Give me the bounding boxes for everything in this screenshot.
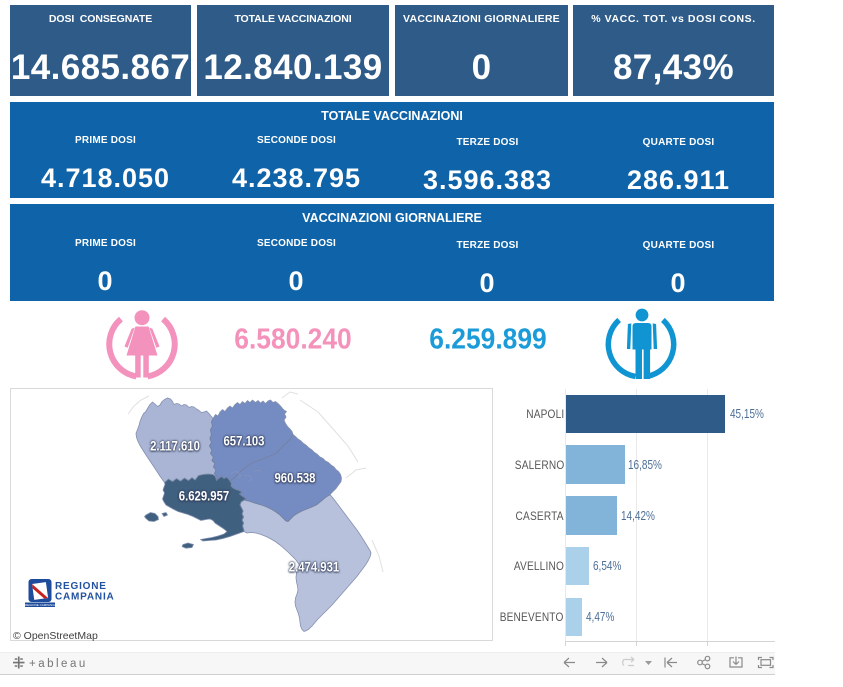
svg-text:CAMPANIA: CAMPANIA <box>55 592 115 603</box>
svg-text:REGIONE: REGIONE <box>55 581 107 592</box>
svg-text:+ableau: +ableau <box>29 658 88 670</box>
svg-text:REGIONE CAMPANIA: REGIONE CAMPANIA <box>25 603 55 607</box>
